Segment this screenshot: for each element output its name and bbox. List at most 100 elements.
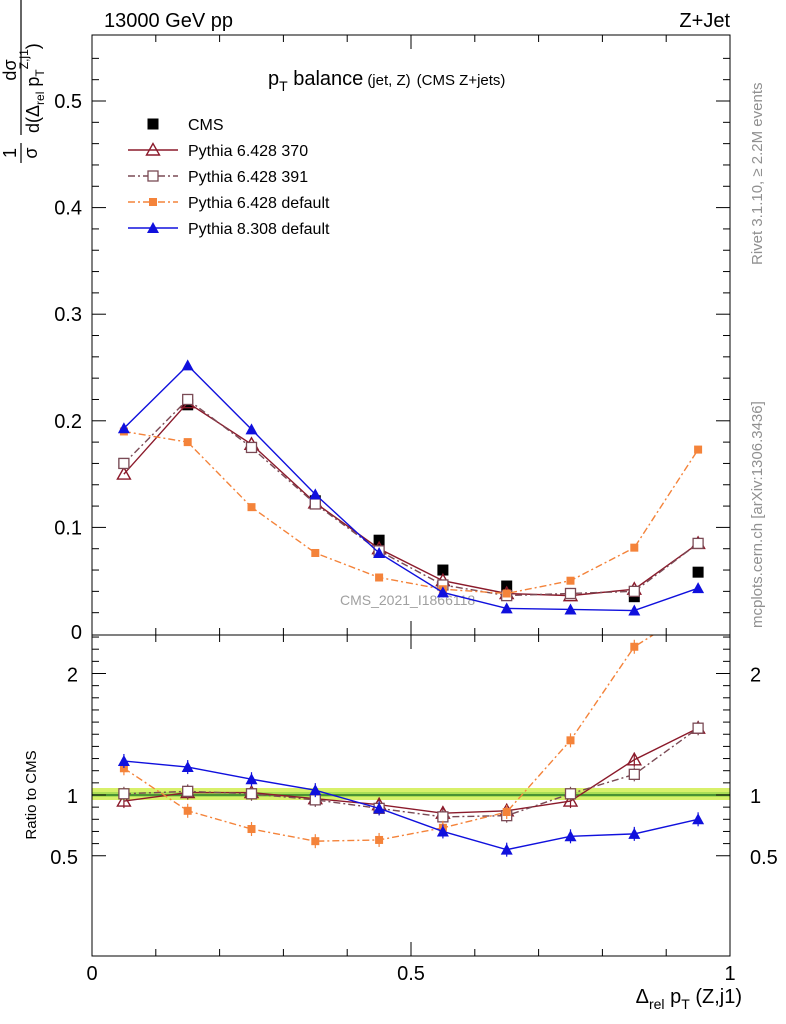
data-point (694, 445, 703, 454)
legend-label: Pythia 6.428 370 (188, 143, 308, 160)
mcplots-label: mcplots.cern.ch [arXiv:1306.3436] (749, 401, 766, 628)
data-point (116, 466, 132, 480)
ratio-data-point (247, 825, 256, 834)
series-pythia-6-428-391 (118, 393, 704, 602)
ratio-data-point (182, 785, 194, 798)
data-point (437, 564, 449, 576)
ratio-data-point (626, 751, 642, 766)
data-point (692, 537, 704, 550)
legend-label: Pythia 6.428 default (188, 195, 330, 212)
ratio-series-line (123, 635, 655, 842)
ratio-data-point (564, 830, 577, 842)
y-tick-label: 0.4 (54, 198, 82, 220)
x-axis-title: Δrel pT (Z,j1) (636, 986, 742, 1012)
ratio-data-point (375, 835, 384, 844)
ratio-data-point (117, 754, 130, 766)
ratio-data-point (564, 788, 577, 800)
ratio-y-tick-label-right: 2 (750, 665, 761, 687)
legend-item: CMS (147, 117, 224, 134)
series-cms (118, 399, 704, 603)
plot-title: pT balance (jet, Z) (CMS Z+jets) (268, 68, 505, 94)
side-labels: Rivet 3.1.10, ≥ 2.2M events mcplots.cern… (749, 83, 766, 629)
ratio-data-point (502, 808, 511, 817)
y-tick-label: 0.3 (54, 304, 82, 326)
data-point (630, 543, 639, 552)
legend-label: Pythia 6.428 391 (188, 169, 308, 186)
data-point (564, 603, 577, 615)
ratio-data-point (373, 802, 386, 814)
series-line (123, 398, 699, 597)
ratio-data-point (562, 793, 579, 807)
y-tick-label: 0.2 (54, 411, 82, 433)
y-tick-label: 0.5 (54, 91, 82, 113)
ratio-data-point (183, 806, 192, 815)
ratio-data-point (309, 784, 322, 796)
header-right: Z+Jet (679, 10, 730, 32)
x-tick-label: 0 (86, 963, 97, 985)
data-point (502, 589, 511, 598)
ratio-data-point (436, 825, 449, 837)
series-pythia-8-308-default (117, 359, 705, 616)
ratio-data-point (311, 837, 320, 846)
data-point (309, 498, 321, 510)
data-point (628, 604, 641, 616)
ratio-y-tick-label-right: 0.5 (750, 847, 778, 869)
data-point (181, 359, 194, 371)
data-point (182, 393, 194, 406)
data-point (500, 602, 513, 614)
legend-item: Pythia 8.308 default (128, 221, 330, 238)
y-axis-title: 1 σ dσ d(Δrel pTZ,j1) (0, 0, 47, 163)
ratio-data-point (692, 722, 704, 734)
plot-title-T: T (279, 78, 288, 94)
data-point (245, 423, 258, 435)
legend-marker (149, 198, 157, 206)
legend-item: Pythia 6.428 default (128, 195, 330, 212)
ratio-data-point (628, 827, 641, 839)
data-point (692, 582, 705, 594)
data-point (373, 546, 386, 558)
data-point (118, 457, 130, 470)
plot-title-p: p (268, 68, 279, 90)
legend-marker (147, 170, 159, 182)
y-axis-title-dsigma: dσ (0, 59, 20, 80)
data-point (564, 587, 577, 600)
data-point (692, 566, 704, 578)
ratio-y-tick-label: 2 (67, 665, 78, 687)
ratio-data-point (118, 788, 130, 800)
ratio-y-axis-title: Ratio to CMS (23, 750, 40, 839)
ratio-data-point (437, 811, 449, 823)
plot-title-word: balance (288, 68, 364, 90)
x-tick-label: 0.5 (397, 963, 425, 985)
data-point (309, 488, 322, 500)
ratio-plot-frame (91, 634, 731, 957)
watermark: CMS_2021_I1866118 (340, 592, 475, 608)
data-point (375, 573, 384, 582)
y-tick-label: 0.1 (54, 517, 82, 539)
data-point (245, 441, 258, 454)
legend-item: Pythia 6.428 370 (128, 142, 308, 160)
ratio-data-point (566, 736, 575, 745)
ratio-y-tick-label: 1 (67, 786, 78, 808)
ratio-series-line (123, 760, 699, 851)
data-point (373, 534, 385, 546)
legend-marker (147, 118, 159, 130)
ratio-data-point (181, 761, 194, 773)
data-point (117, 422, 130, 434)
ratio-data-point (245, 773, 258, 785)
data-point (436, 586, 449, 598)
ratio-data-point (116, 793, 132, 807)
legend-item: Pythia 6.428 391 (128, 169, 308, 186)
legend-marker (145, 142, 161, 156)
ratio-series-pythia-8-308-default (117, 753, 705, 857)
x-tick-label: 1 (724, 963, 735, 985)
ratio-data-point (694, 603, 702, 611)
ratio-data-point (628, 768, 640, 780)
series-line (123, 430, 699, 595)
header-left: 13000 GeV pp (104, 10, 233, 32)
legend-label: CMS (188, 117, 224, 134)
rivet-label: Rivet 3.1.10, ≥ 2.2M events (749, 83, 766, 266)
y-axis-title-frac-1: 1 (0, 148, 20, 158)
series-line (123, 364, 699, 612)
y-tick-label-zero: 0 (71, 622, 82, 644)
